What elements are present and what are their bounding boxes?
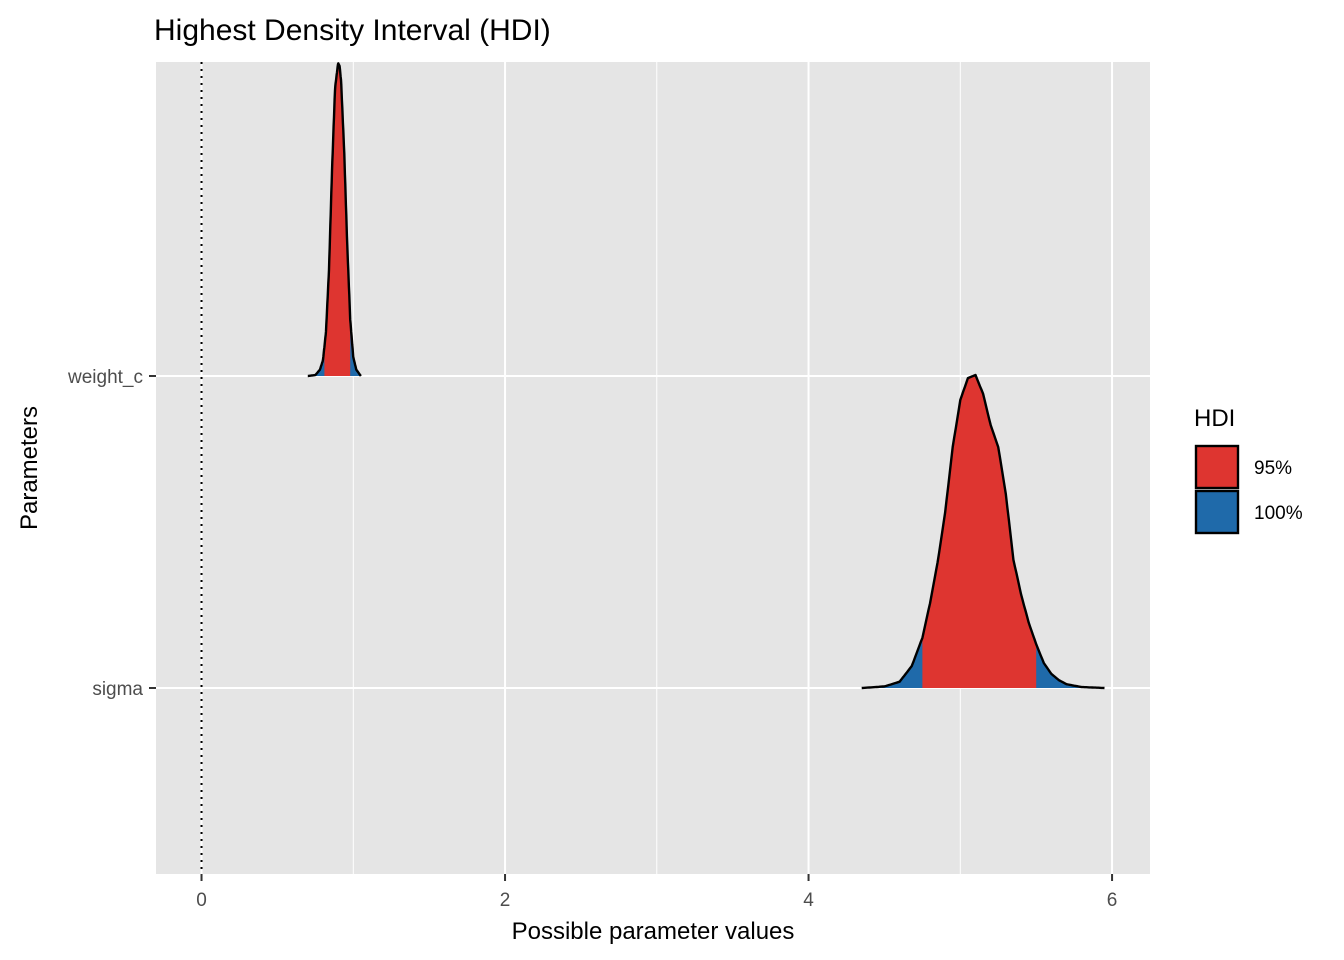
plot-panel xyxy=(156,62,1150,874)
density-outline-sigma xyxy=(861,373,1105,690)
density-layer xyxy=(306,62,1105,690)
x-tick-label: 4 xyxy=(803,890,814,911)
x-tick-label: 0 xyxy=(196,890,207,911)
legend-title: HDI xyxy=(1194,405,1235,432)
legend-keys: 95% 100% xyxy=(1194,444,1303,535)
y-tick-label: sigma xyxy=(92,679,143,700)
x-axis: 0 2 4 6 xyxy=(196,874,1117,911)
density-sigma xyxy=(861,373,1105,690)
chart-title: Highest Density Interval (HDI) xyxy=(154,14,551,47)
density-weight_c xyxy=(306,62,362,378)
legend: HDI 95% 100% xyxy=(1194,405,1303,535)
legend-key-95% xyxy=(1194,444,1240,490)
legend-label: 100% xyxy=(1254,503,1303,524)
legend-key-100% xyxy=(1194,489,1240,535)
y-tick-label: weight_c xyxy=(67,367,143,388)
x-tick-label: 6 xyxy=(1107,890,1118,911)
density-outline-weight_c xyxy=(306,62,362,378)
x-axis-title: Possible parameter values xyxy=(512,918,795,945)
y-axis-title: Parameters xyxy=(16,406,43,530)
hdi95-area-sigma xyxy=(922,375,1037,688)
legend-label: 95% xyxy=(1254,458,1292,479)
x-tick-label: 2 xyxy=(500,890,511,911)
